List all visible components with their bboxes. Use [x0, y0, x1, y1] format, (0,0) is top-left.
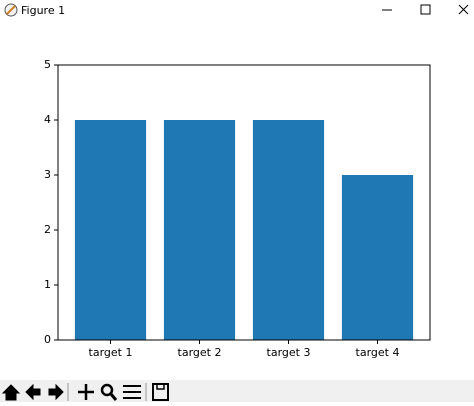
plot-area: 0 1 2 3 4 5 target 1 target 2 target 3 target 4 [44, 58, 414, 359]
configure-button[interactable] [123, 385, 141, 399]
y-tick-label: 5 [44, 58, 51, 71]
save-icon-detail [156, 383, 165, 390]
y-tick-label: 1 [44, 278, 51, 291]
y-tick-label: 4 [44, 113, 51, 126]
bar [74, 120, 147, 340]
close-button[interactable] [458, 4, 469, 15]
x-tick-label: target 1 [89, 346, 133, 359]
home-button[interactable] [1, 384, 21, 401]
bar [163, 120, 236, 340]
maximize-button[interactable] [420, 4, 431, 15]
y-tick-label: 3 [44, 168, 51, 181]
zoom-button[interactable] [100, 383, 114, 397]
axes-frame [57, 64, 431, 341]
app-icon-mark [6, 5, 16, 15]
x-tick-label: target 2 [178, 346, 222, 359]
bar [341, 175, 414, 340]
zoom-handle [109, 393, 118, 401]
back-button[interactable] [25, 383, 41, 401]
y-tick-label: 2 [44, 223, 51, 236]
bar [252, 120, 325, 340]
x-tick-label: target 3 [267, 346, 311, 359]
x-tick-label: target 4 [356, 346, 400, 359]
title-bar [0, 0, 474, 22]
pan-button[interactable] [78, 384, 94, 400]
y-tick-label: 0 [44, 333, 51, 346]
forward-button[interactable] [48, 383, 64, 401]
window-title: Figure 1 [21, 4, 65, 17]
toolbar [0, 380, 474, 402]
